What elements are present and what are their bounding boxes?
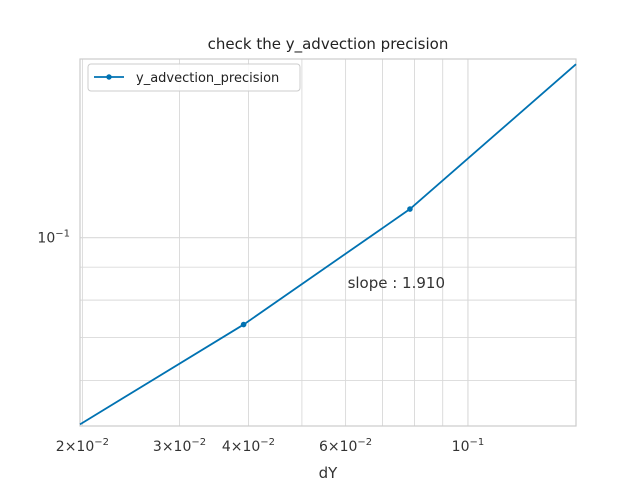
x-axis-label: dY — [319, 464, 339, 480]
chart-title: check the y_advection precision — [208, 35, 449, 54]
grid-lines — [80, 59, 576, 426]
data-point-marker — [240, 321, 247, 328]
x-tick-label: 10−1 — [452, 437, 485, 455]
x-tick-label: 2×10−2 — [56, 437, 109, 455]
x-tick-label: 3×10−2 — [153, 437, 206, 455]
plot-area-frame — [79, 58, 577, 427]
x-tick-labels: 2×10−2 3×10−2 4×10−2 6×10−2 10−1 — [56, 437, 484, 455]
legend-marker-sample — [106, 74, 112, 80]
series-layer — [79, 63, 577, 426]
slope-annotation: slope : 1.910 — [348, 274, 445, 292]
legend-box — [87, 63, 301, 92]
data-point-marker — [407, 206, 413, 212]
legend: y_advection_precision — [87, 63, 301, 92]
x-tick-label: 4×10−2 — [222, 437, 275, 455]
annotations: slope : 1.910 — [348, 274, 445, 292]
legend-entry-label: y_advection_precision — [136, 71, 279, 86]
x-tick-label: 6×10−2 — [319, 437, 372, 455]
series-line — [79, 63, 577, 426]
y-tick-labels: 10−1 — [37, 229, 70, 247]
y-tick-label: 10−1 — [37, 229, 70, 247]
